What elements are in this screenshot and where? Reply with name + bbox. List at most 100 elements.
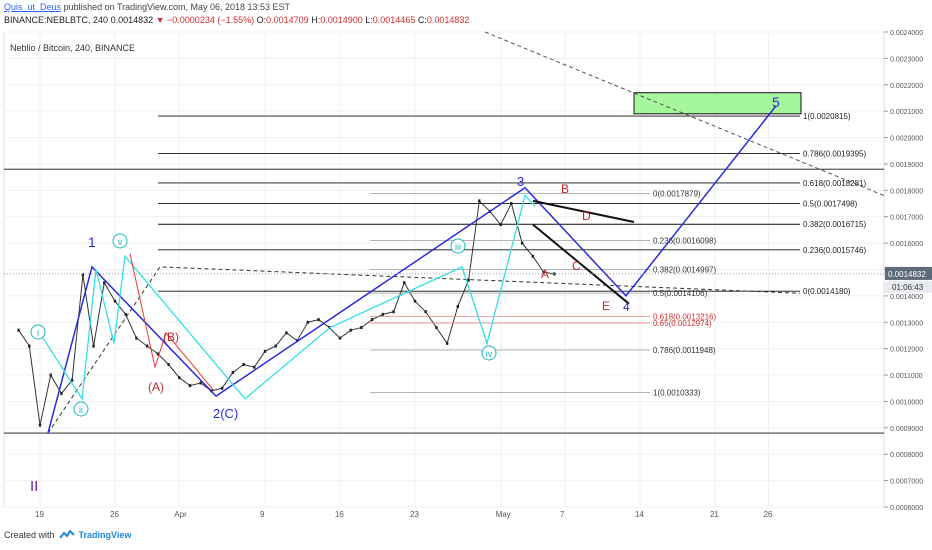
tradingview-logo-icon (58, 530, 75, 539)
close-label: C: (417, 15, 427, 25)
price-candle (520, 241, 524, 245)
price-candle (285, 331, 288, 335)
publish-header: Quis_ut_Deus published on TradingView.co… (4, 2, 290, 12)
price-candle (370, 318, 374, 322)
price-candle (253, 365, 256, 369)
wave-label: 5 (772, 94, 780, 110)
wave-path-red (129, 253, 215, 392)
x-tick-label: 26 (110, 510, 119, 519)
wave-label: A (541, 267, 549, 281)
price-candle (145, 344, 149, 348)
footer: Created with TradingView (4, 530, 131, 540)
price-candle (178, 376, 181, 380)
open-value: 0.0014709 (266, 15, 309, 25)
price-candle (542, 270, 545, 274)
fib-level-label: 0.236(0.0016098) (653, 237, 717, 246)
price-candle (231, 370, 235, 374)
chart-title: Neblio / Bitcoin, 240, BINANCE (10, 43, 135, 53)
wave-label: iii (455, 242, 461, 252)
wave-label: iv (486, 349, 493, 359)
price-candle (28, 344, 31, 348)
wave-label: 2(C) (213, 406, 238, 421)
price-candle (17, 328, 20, 332)
price-candle (349, 328, 352, 332)
fib-level-label: 0(0.0014180) (803, 287, 851, 296)
low-value: 0.0014465 (372, 15, 416, 25)
y-tick-label: 0.0014000 (890, 294, 923, 301)
price-candle (38, 423, 42, 427)
author-link[interactable]: Quis_ut_Deus (4, 2, 62, 12)
price-candle (103, 281, 106, 285)
high-label: H: (311, 15, 321, 25)
y-tick-label: 0.0024000 (890, 30, 923, 37)
dashed-trendline (484, 31, 885, 197)
wedge-line (532, 199, 635, 223)
y-tick-label: 0.0009000 (890, 426, 923, 433)
fib-level-label: 0.382(0.0014997) (653, 266, 717, 275)
price-candle (70, 378, 74, 382)
price-candle (220, 386, 224, 390)
price-candle (403, 281, 406, 285)
price-candle (360, 326, 363, 330)
wave-label: 1 (88, 234, 96, 250)
y-tick-label: 0.0023000 (890, 56, 923, 63)
price-candle (306, 320, 310, 324)
wave-path-blue (47, 105, 777, 434)
dashed-trendline (47, 266, 801, 434)
close-value: 0.0014832 (426, 15, 470, 25)
y-tick-label: 0.0013000 (890, 320, 923, 327)
x-tick-label: 7 (560, 510, 565, 519)
wave-label-circle (481, 345, 497, 361)
open-label: O: (256, 15, 267, 25)
wave-label: 4 (623, 300, 630, 314)
last-price-tag-label: 0.0014832 (888, 270, 926, 279)
x-tick-label: 9 (260, 510, 265, 519)
tradingview-brand[interactable]: TradingView (78, 530, 132, 540)
y-tick-label: 0.0022000 (890, 83, 923, 90)
y-tick-label: 0.0020000 (890, 136, 923, 143)
y-tick-label: 0.0012000 (890, 347, 923, 354)
last-price: 0.0014832 (110, 15, 154, 25)
fib-level-label: 0.618(0.0018281) (803, 179, 867, 188)
fib-level-label: 0.382(0.0016715) (803, 220, 867, 229)
price-candle (553, 272, 556, 276)
wave-label: v (118, 237, 123, 247)
x-tick-label: 14 (635, 510, 644, 519)
fib-level-label: 0.786(0.0011948) (653, 346, 716, 355)
published-text: published on TradingView.com, May 06, 20… (63, 2, 291, 12)
symbol-line: BINANCE:NEBLBTC, 240 (4, 15, 109, 25)
wave-path-cyan (37, 194, 536, 401)
y-tick-label: 0.0016000 (890, 241, 923, 248)
x-tick-label: 26 (764, 510, 773, 519)
price-candle (445, 341, 449, 345)
price-candle (60, 392, 63, 396)
wave-label: E (602, 299, 610, 313)
wave-label: (A) (148, 380, 164, 394)
wedge-line (532, 223, 630, 305)
price-candle (167, 363, 170, 366)
fib-level-label: 0.618(0.0013216) (653, 313, 717, 322)
y-tick-label: 0.0010000 (890, 399, 923, 406)
y-tick-label: 0.0006000 (890, 505, 923, 512)
countdown-tag (885, 280, 932, 293)
low-label: L: (365, 15, 373, 25)
price-candle (435, 326, 438, 330)
y-tick-label: 0.0008000 (890, 452, 923, 459)
y-tick-label: 0.0017000 (890, 215, 923, 222)
price-candle (49, 373, 52, 377)
wave-label-circle (450, 238, 466, 254)
fib-level-label: 0.5(0.0014106) (653, 289, 708, 298)
price-candle (156, 352, 160, 356)
wave-label: C (572, 259, 581, 273)
x-tick-label: Apr (174, 510, 187, 519)
price-candle (113, 299, 117, 303)
fib-level-label: 0.786(0.0019395) (803, 150, 867, 159)
price-candle (274, 344, 277, 348)
price-candle (124, 312, 127, 316)
wave-label: II (30, 478, 38, 495)
target-zone (633, 92, 802, 115)
price-candle (467, 278, 470, 282)
fib-level-label: 0.236(0.0015746) (803, 246, 867, 255)
x-tick-label: 23 (410, 510, 419, 519)
